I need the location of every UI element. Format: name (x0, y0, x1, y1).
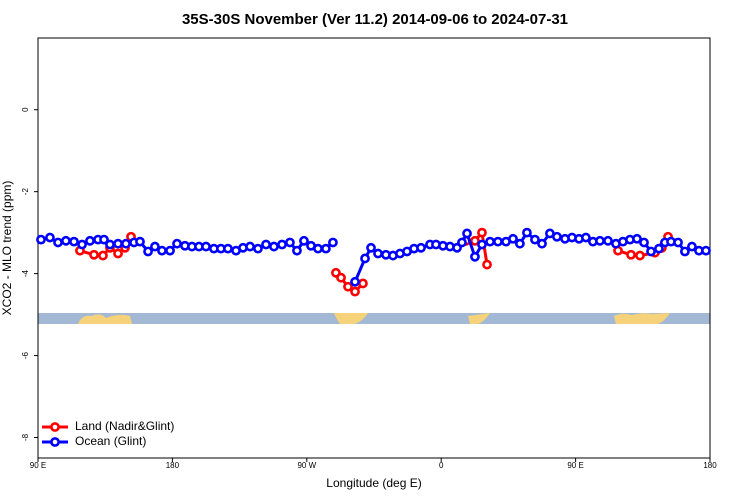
data-point (632, 233, 642, 244)
y-tick-label: -2 (21, 188, 30, 196)
data-point (470, 251, 480, 262)
data-point (157, 245, 167, 256)
data-point (253, 243, 263, 254)
data-point (416, 242, 426, 253)
data-point (462, 228, 472, 239)
data-point (673, 237, 683, 248)
x-tick-label: 90 E (30, 461, 46, 470)
data-point (336, 272, 346, 283)
legend-label: Ocean (Glint) (75, 434, 146, 448)
data-point (701, 245, 711, 256)
data-point (135, 236, 145, 247)
data-point (639, 237, 649, 248)
data-point (245, 241, 255, 252)
x-tick-label: 180 (166, 461, 180, 470)
data-point (313, 243, 323, 254)
data-point (470, 235, 480, 246)
data-point (654, 243, 664, 254)
data-point (121, 238, 131, 249)
data-point (373, 248, 383, 259)
data-point (61, 235, 71, 246)
data-point (269, 241, 279, 252)
data-point (277, 239, 287, 250)
data-point (493, 236, 503, 247)
legend: Land (Nadir&Glint)Ocean (Glint) (42, 419, 174, 448)
data-point (457, 237, 467, 248)
data-point (36, 234, 46, 245)
x-tick-label: 90 E (567, 461, 583, 470)
data-point (358, 278, 368, 289)
data-point (485, 236, 495, 247)
data-point (635, 250, 645, 261)
data-point (508, 233, 518, 244)
data-point (105, 239, 115, 250)
y-tick-label: 0 (21, 107, 30, 112)
x-tick-label: 180 (703, 461, 717, 470)
data-point (646, 246, 656, 257)
data-point (299, 235, 309, 246)
y-tick-label: -8 (21, 433, 30, 441)
y-tick-label: -6 (21, 351, 30, 359)
y-axis-label: XCO2 - MLO trend (ppm) (0, 181, 14, 316)
land-ocean-strip (38, 313, 710, 324)
data-point (150, 241, 160, 252)
data-point (626, 249, 636, 260)
chart-title: 35S-30S November (Ver 11.2) 2014-09-06 t… (182, 11, 568, 28)
data-point (482, 259, 492, 270)
data-point (261, 239, 271, 250)
x-tick-label: 90 W (297, 461, 316, 470)
data-point (143, 246, 153, 257)
data-point (53, 237, 63, 248)
data-point (350, 286, 360, 297)
y-tick-label: -4 (21, 270, 30, 278)
data-point (98, 250, 108, 261)
data-point (687, 241, 697, 252)
data-point (45, 232, 55, 243)
data-point (223, 243, 233, 254)
data-point (165, 245, 175, 256)
data-point (350, 276, 360, 287)
legend-label: Land (Nadir&Glint) (75, 419, 174, 433)
data-point (99, 234, 109, 245)
data-point (680, 246, 690, 257)
x-axis-label: Longitude (deg E) (326, 476, 421, 490)
data-point (201, 241, 211, 252)
data-point (89, 249, 99, 260)
data-point (113, 238, 123, 249)
data-point (360, 253, 370, 264)
data-point (477, 239, 487, 250)
data-point (77, 239, 87, 250)
data-point (366, 242, 376, 253)
data-point (537, 238, 547, 249)
data-point (477, 227, 487, 238)
data-point (522, 227, 532, 238)
data-point (321, 243, 331, 254)
data-point (530, 234, 540, 245)
data-point (85, 235, 95, 246)
data-point (595, 235, 605, 246)
data-point (603, 235, 613, 246)
data-point (113, 248, 123, 259)
legend-swatch-marker (50, 422, 60, 432)
data-point (514, 238, 525, 249)
data-point (285, 237, 295, 248)
x-tick-label: 0 (439, 461, 444, 470)
data-point (292, 245, 302, 256)
data-point (328, 237, 338, 248)
data-point (343, 281, 353, 292)
legend-swatch-marker (50, 437, 60, 447)
data-point (552, 231, 562, 242)
data-point (69, 236, 79, 247)
data-point (581, 232, 591, 243)
data-point (172, 238, 182, 249)
